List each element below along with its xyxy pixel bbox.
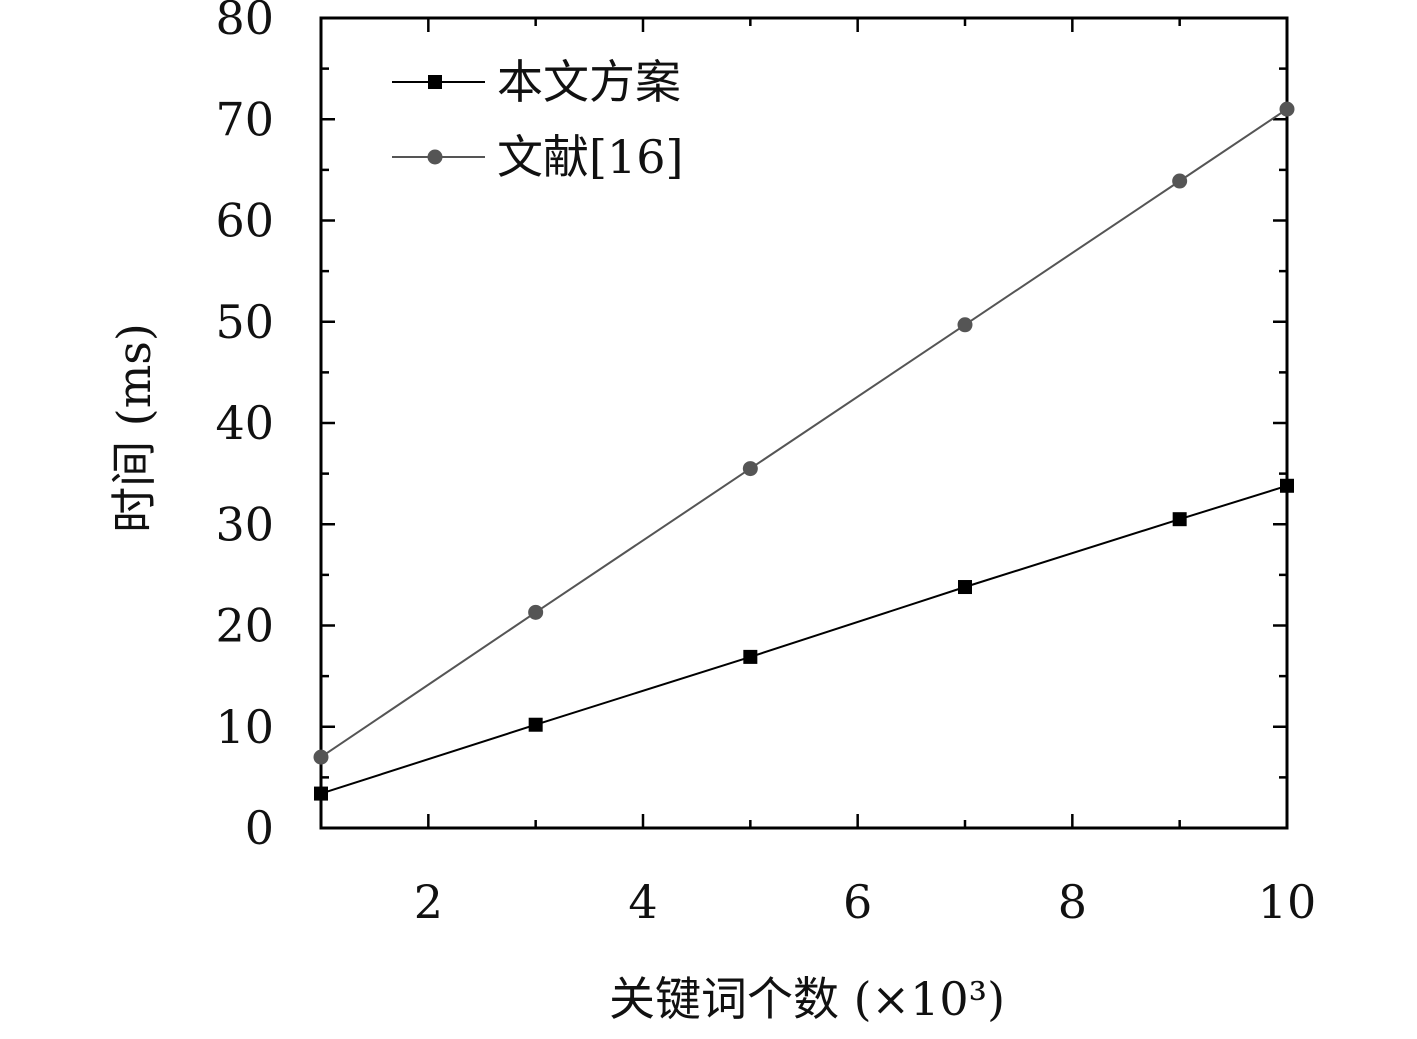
x-tick-label: 6 (843, 875, 872, 929)
data-point (1172, 173, 1188, 189)
legend-marker (427, 149, 443, 165)
y-tick-label: 60 (215, 194, 274, 248)
series-line (320, 484, 1288, 795)
data-point (957, 317, 973, 333)
legend-marker (428, 75, 442, 89)
data-point (743, 649, 758, 664)
y-tick-label: 40 (215, 396, 274, 450)
x-tick-label: 2 (414, 875, 443, 929)
x-tick-label: 10 (1258, 875, 1317, 929)
legend-item: 文献[16] (392, 130, 683, 184)
series-line (320, 108, 1288, 758)
data-point (958, 580, 972, 595)
x-tick-label: 4 (628, 875, 657, 929)
data-point (742, 461, 758, 477)
legend-label: 本文方案 (497, 55, 681, 109)
data-point (1279, 101, 1295, 117)
y-tick-label: 80 (215, 0, 274, 45)
data-point (528, 604, 544, 620)
y-tick-label: 30 (215, 497, 274, 551)
data-point (1280, 478, 1294, 493)
y-tick-label: 20 (215, 599, 274, 653)
data-point (313, 749, 329, 765)
y-axis-title: 时间 (ms) (107, 323, 161, 533)
data-point (314, 786, 328, 801)
series-1 (314, 478, 1294, 801)
y-tick-label: 70 (215, 92, 274, 146)
series-2 (313, 101, 1295, 765)
data-point (528, 717, 543, 732)
axes-layer: 0 10 20 30 40 50 60 70 80 2 4 6 8 10 (215, 0, 1316, 929)
legend-label: 文献[16] (497, 130, 683, 184)
y-tick-label: 10 (215, 700, 274, 754)
x-axis-title: 关键词个数 (×10³) (609, 972, 1005, 1026)
series-layer (313, 101, 1295, 801)
data-point (1172, 512, 1187, 527)
y-tick-label: 0 (245, 801, 274, 855)
y-tick-label: 50 (215, 295, 274, 349)
x-tick-label: 8 (1058, 875, 1087, 929)
legend-item: 本文方案 (392, 55, 681, 109)
plot-frame (319, 16, 1289, 830)
